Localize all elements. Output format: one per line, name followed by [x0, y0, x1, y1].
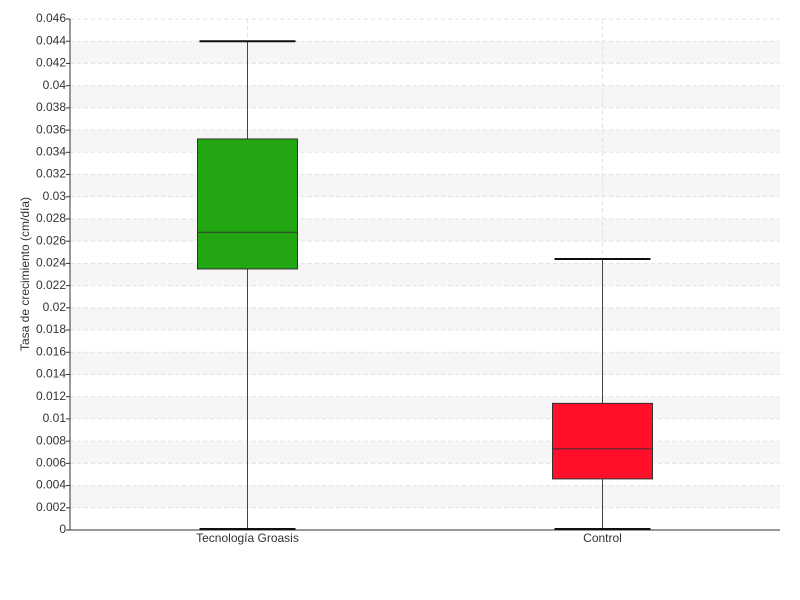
grid-band [70, 130, 780, 153]
y-tick-label: 0.04 [43, 78, 67, 92]
y-tick-label: 0.008 [36, 433, 66, 447]
grid-band [70, 174, 780, 197]
y-tick-label: 0 [59, 522, 66, 536]
grid-band [70, 352, 780, 375]
y-tick-label: 0.032 [36, 167, 66, 181]
grid-band [70, 85, 780, 108]
grid-band [70, 218, 780, 242]
y-tick-label: 0.002 [36, 500, 66, 514]
y-axis-label: Tasa de crecimiento (cm/día) [18, 197, 32, 351]
y-tick-label: 0.006 [36, 456, 66, 470]
y-tick-label: 0.046 [36, 11, 66, 25]
y-tick-label: 0.036 [36, 122, 66, 136]
grid-band [70, 485, 780, 508]
grid-band [70, 441, 780, 464]
y-tick-label: 0.044 [36, 33, 66, 47]
grid-band [70, 263, 780, 286]
grid-band [70, 41, 780, 64]
y-tick-label: 0.018 [36, 322, 66, 336]
box [552, 402, 653, 480]
grid-band [70, 396, 780, 419]
x-tick-label: Control [583, 531, 622, 545]
y-tick-label: 0.028 [36, 211, 66, 225]
box [197, 138, 298, 270]
y-tick-label: 0.024 [36, 256, 66, 270]
y-tick-label: 0.004 [36, 478, 66, 492]
y-tick-label: 0.042 [36, 56, 66, 70]
y-tick-label: 0.026 [36, 233, 66, 247]
y-tick-label: 0.02 [43, 300, 67, 314]
y-tick-label: 0.022 [36, 278, 66, 292]
x-tick-label: Tecnología Groasis [196, 531, 299, 545]
y-tick-label: 0.03 [43, 189, 67, 203]
y-tick-label: 0.016 [36, 344, 66, 358]
grid-band [70, 307, 780, 331]
y-tick-label: 0.038 [36, 100, 66, 114]
y-tick-label: 0.012 [36, 389, 66, 403]
y-tick-label: 0.014 [36, 367, 66, 381]
y-tick-label: 0.01 [43, 411, 67, 425]
y-tick-label: 0.034 [36, 144, 66, 158]
